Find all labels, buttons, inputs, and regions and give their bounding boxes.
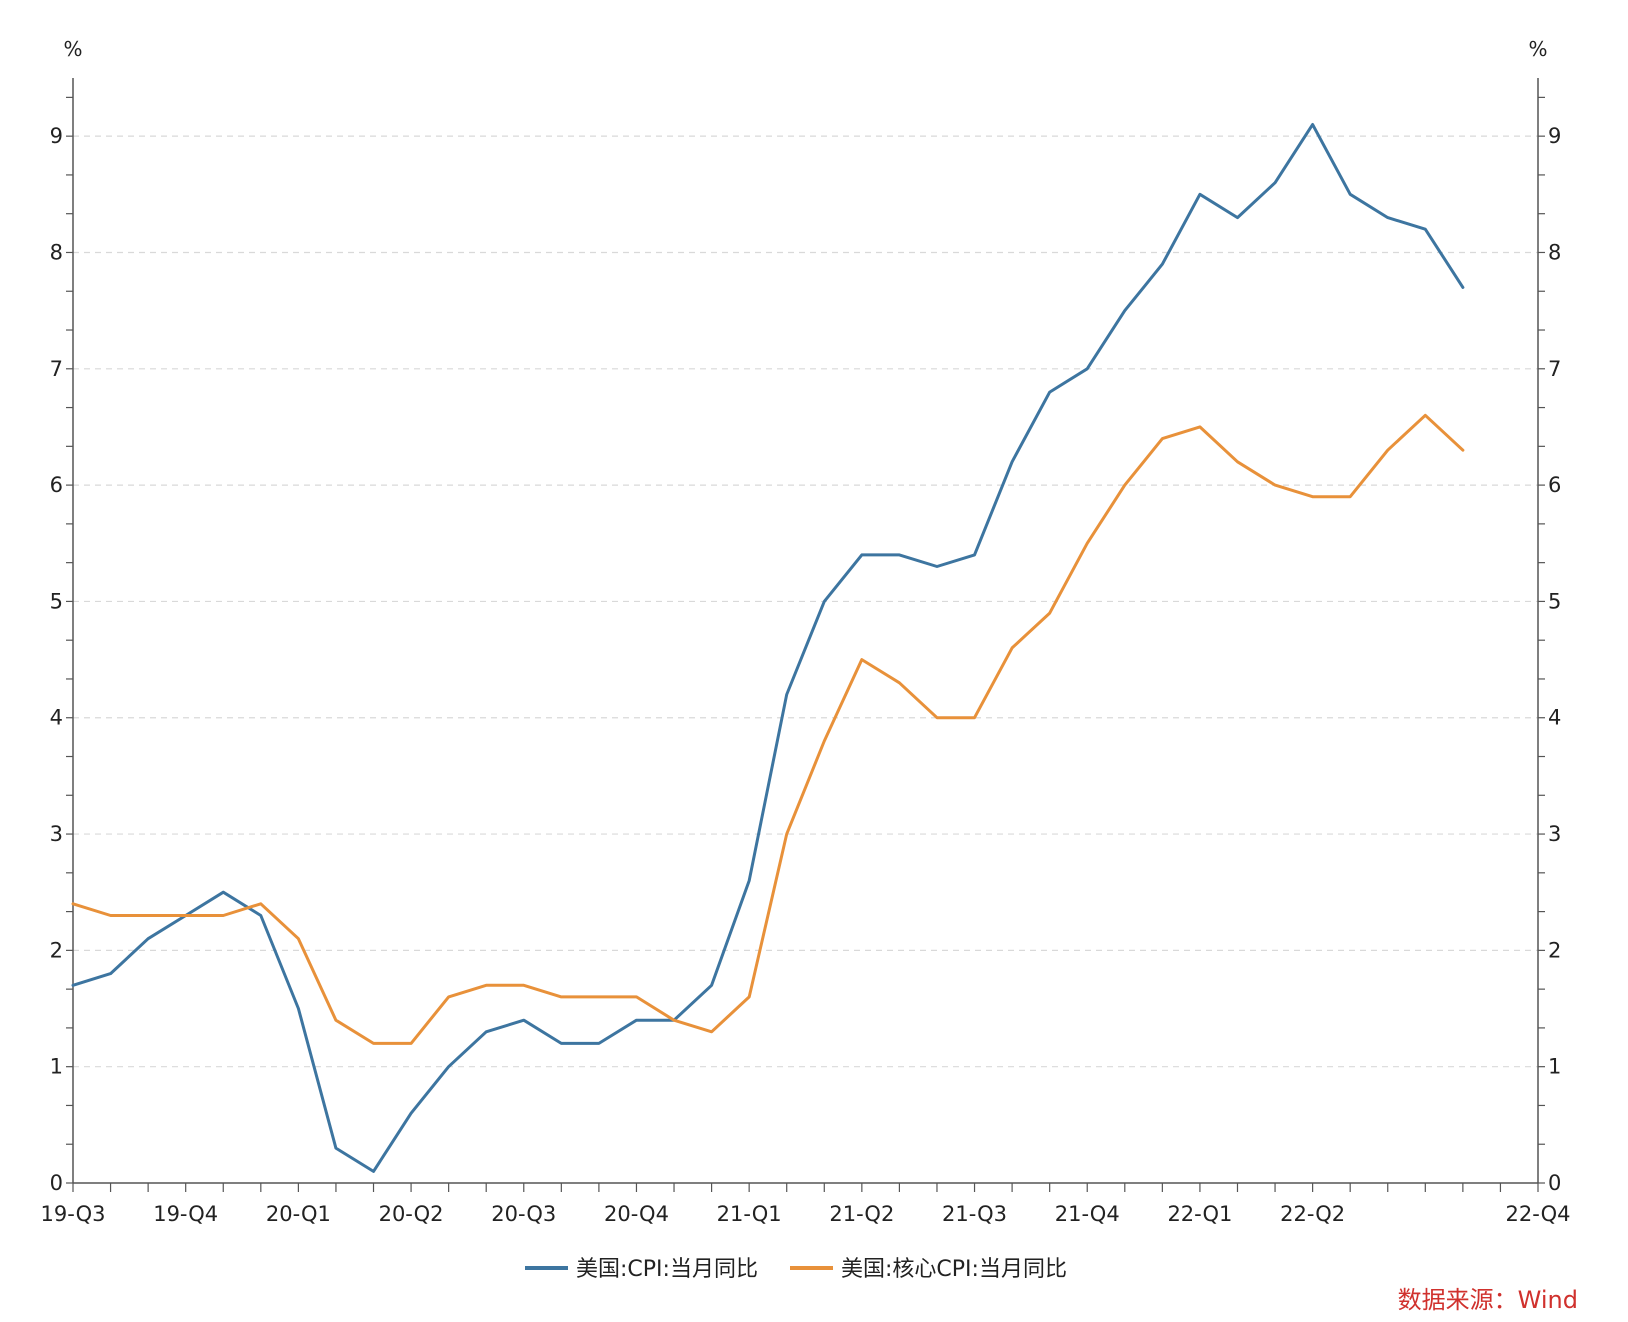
y-tick-label-right: 6 [1548, 473, 1561, 497]
x-tick-label: 21-Q4 [1055, 1202, 1120, 1226]
series-line-1 [71, 413, 1465, 1045]
y-tick-label-right: 4 [1548, 706, 1561, 730]
series-line-0 [71, 123, 1465, 1173]
axes [72, 78, 1539, 1184]
y-tick-label-left: 2 [50, 938, 63, 962]
y-tick-label-right: 7 [1548, 357, 1561, 381]
right-axis-unit: % [1528, 37, 1547, 61]
legend: 美国:CPI:当月同比 美国:核心CPI:当月同比 [525, 1257, 1067, 1282]
x-tick-label: 21-Q3 [942, 1202, 1007, 1226]
series-lines [71, 123, 1465, 1173]
x-tick-label: 21-Q1 [717, 1202, 782, 1226]
ticks: 0 0 1 1 2 2 3 3 4 4 5 5 6 6 7 7 8 8 9 9 19-Q3 19-Q4 20-Q1 20-Q2… [41, 96, 1571, 1226]
y-tick-label-left: 0 [50, 1171, 63, 1195]
left-axis-unit: % [63, 37, 82, 61]
x-tick-label: 20-Q2 [379, 1202, 444, 1226]
y-tick-label-left: 9 [50, 124, 63, 148]
legend-label-core-cpi: 美国:核心CPI:当月同比 [841, 1257, 1067, 1282]
gridlines [73, 135, 1538, 1068]
y-tick-label-right: 8 [1548, 240, 1561, 264]
x-tick-label: 21-Q2 [829, 1202, 894, 1226]
y-tick-label-right: 5 [1548, 589, 1561, 613]
x-tick-label: 20-Q4 [604, 1202, 669, 1226]
y-tick-label-right: 2 [1548, 938, 1561, 962]
legend-label-cpi: 美国:CPI:当月同比 [576, 1257, 758, 1282]
y-tick-label-right: 3 [1548, 822, 1561, 846]
x-tick-label: 19-Q3 [41, 1202, 106, 1226]
y-tick-label-left: 3 [50, 822, 63, 846]
x-tick-label: 22-Q1 [1167, 1202, 1232, 1226]
y-tick-label-right: 0 [1548, 1171, 1561, 1195]
y-tick-label-left: 8 [50, 240, 63, 264]
y-tick-label-left: 5 [50, 589, 63, 613]
y-tick-label-left: 1 [50, 1055, 63, 1079]
y-tick-label-right: 1 [1548, 1055, 1561, 1079]
x-tick-label: 22-Q4 [1506, 1202, 1571, 1226]
x-tick-label: 22-Q2 [1280, 1202, 1345, 1226]
x-tick-label: 20-Q1 [266, 1202, 331, 1226]
y-tick-label-left: 6 [50, 473, 63, 497]
y-tick-label-left: 4 [50, 706, 63, 730]
y-tick-label-right: 9 [1548, 124, 1561, 148]
data-source: 数据来源：Wind [1398, 1286, 1578, 1314]
x-tick-label: 19-Q4 [153, 1202, 218, 1226]
y-tick-label-left: 7 [50, 357, 63, 381]
x-tick-label: 20-Q3 [491, 1202, 556, 1226]
